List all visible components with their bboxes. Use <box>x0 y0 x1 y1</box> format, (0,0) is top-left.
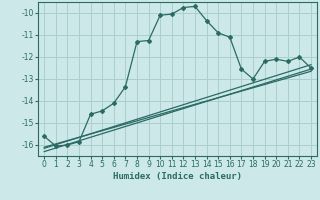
X-axis label: Humidex (Indice chaleur): Humidex (Indice chaleur) <box>113 172 242 181</box>
